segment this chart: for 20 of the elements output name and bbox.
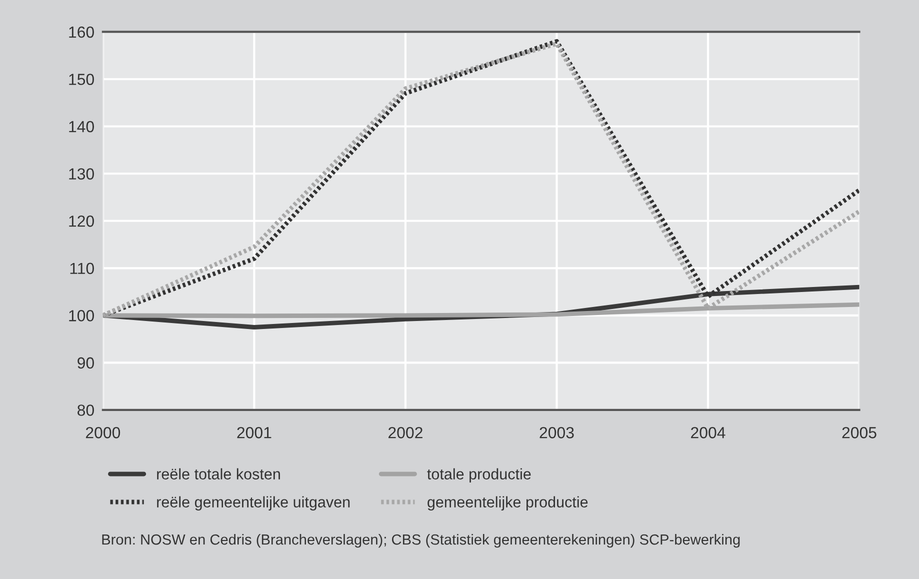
legend-label: reële gemeentelijke uitgaven [157,496,350,510]
legend-label: reële totale kosten [157,468,280,480]
y-tick-label: 130 [69,168,94,180]
y-tick-label: 100 [69,310,94,322]
y-tick-label: 90 [78,357,94,369]
x-tick-label: 2001 [237,427,272,438]
y-tick-label: 160 [69,26,94,38]
x-tick-label: 2000 [86,427,120,438]
legend-label: gemeentelijke productie [428,496,588,510]
x-tick-label: 2005 [842,427,876,438]
x-tick-label: 2004 [691,427,726,438]
y-tick-label: 120 [69,216,94,227]
legend-label: totale productie [427,468,531,483]
x-tick-label: 2002 [388,427,422,438]
text: Bron: NOSW en Cedris (Brancheverslagen); CBS (Statistiek gemeenterekeningen) SCP-bewerking [102,534,740,548]
y-tick-label: 140 [69,121,94,132]
y-tick-label: 150 [69,74,94,86]
y-tick-label: 80 [78,404,94,416]
y-tick-label: 110 [70,262,94,274]
x-tick-label: 2003 [540,427,574,438]
